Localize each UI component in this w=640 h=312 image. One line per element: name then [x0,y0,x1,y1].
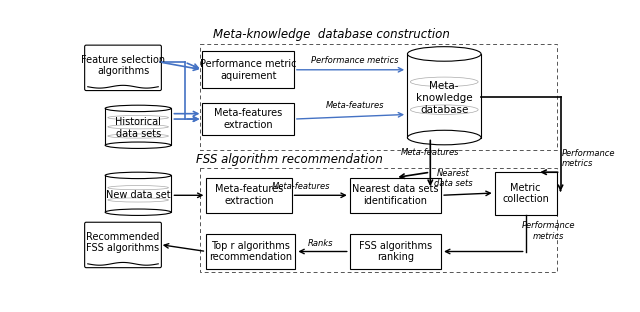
Ellipse shape [105,142,171,149]
Text: Meta-features
extraction: Meta-features extraction [215,184,283,206]
Bar [200,168,557,272]
Text: Meta-features
extraction: Meta-features extraction [214,108,282,130]
Text: Ranks: Ranks [307,239,333,248]
Text: Performance metrics: Performance metrics [312,56,399,65]
Bar [105,175,171,212]
Ellipse shape [408,130,481,145]
Text: Meta-features: Meta-features [401,149,460,158]
Bar [206,234,296,269]
Bar [349,178,441,213]
Bar [206,178,292,213]
Text: New data set: New data set [106,190,170,200]
Text: Top r algorithms
recommendation: Top r algorithms recommendation [209,241,292,262]
Bar [200,44,557,150]
Bar [495,172,557,215]
Text: FSS algorithm recommendation: FSS algorithm recommendation [196,153,383,166]
Bar [202,51,294,88]
Ellipse shape [408,47,481,61]
Text: FSS algorithms
ranking: FSS algorithms ranking [359,241,432,262]
Text: Meta-
knowledge
database: Meta- knowledge database [416,81,472,115]
FancyBboxPatch shape [84,45,161,90]
Text: Performance
metrics: Performance metrics [522,221,575,241]
Text: Performance
metrics: Performance metrics [562,149,616,168]
Bar [202,103,294,135]
FancyBboxPatch shape [84,222,161,268]
Bar [105,108,171,145]
Text: Recommended
FSS algorithms: Recommended FSS algorithms [86,232,159,253]
Ellipse shape [105,172,171,178]
Ellipse shape [105,105,171,112]
Text: Meta-features: Meta-features [271,182,330,191]
Text: Metric
collection: Metric collection [502,183,549,204]
Text: Meta-knowledge  database construction: Meta-knowledge database construction [213,28,451,41]
Text: Historical
data sets: Historical data sets [115,117,161,139]
Ellipse shape [105,209,171,215]
Text: Nearest
data sets: Nearest data sets [434,169,473,188]
Bar [349,234,441,269]
Text: Meta-features: Meta-features [326,101,385,110]
Text: Feature selection
algorithms: Feature selection algorithms [81,55,165,76]
Text: Performance metric
aquirement: Performance metric aquirement [200,59,296,80]
Bar [408,54,481,138]
Text: Nearest data sets
identification: Nearest data sets identification [352,184,438,206]
